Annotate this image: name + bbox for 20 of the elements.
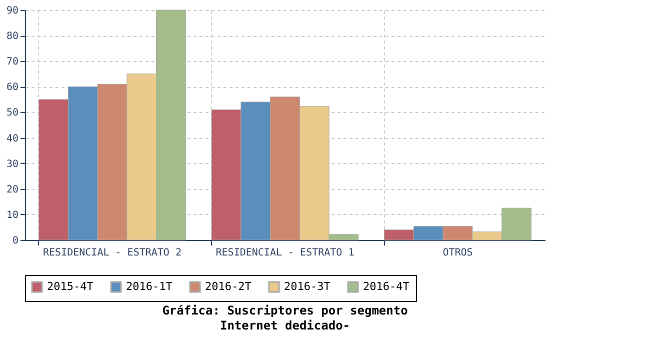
- legend-label: 2016-4T: [363, 280, 410, 293]
- legend-label: 2016-3T: [284, 280, 331, 293]
- y-tick-label: 90: [6, 6, 18, 16]
- y-tick-label: 20: [6, 184, 18, 196]
- text: Internet dedicado-: [220, 318, 350, 332]
- y-tick-label: 30: [6, 158, 18, 170]
- y-tick-label: 70: [6, 56, 18, 68]
- x-tick-label: RESIDENCIAL - ESTRATO 1: [216, 248, 354, 258]
- y-tick-label: 50: [6, 108, 18, 119]
- x-tick-label: RESIDENCIAL - ESTRATO 2: [43, 248, 182, 258]
- y-tick-label: 80: [6, 31, 18, 42]
- legend-label: 2016-2T: [205, 280, 252, 293]
- x-tick-label: OTROS: [442, 248, 473, 258]
- y-tick-label: 60: [6, 82, 18, 94]
- y-tick-label: 10: [6, 210, 18, 221]
- legend-label: 2016-1T: [126, 280, 173, 293]
- y-tick-label: 40: [6, 133, 18, 144]
- legend-label: 2015-4T: [47, 280, 94, 293]
- y-tick-label: 0: [12, 236, 18, 246]
- text: Gráfica: Suscriptores por segmento: [162, 304, 408, 318]
